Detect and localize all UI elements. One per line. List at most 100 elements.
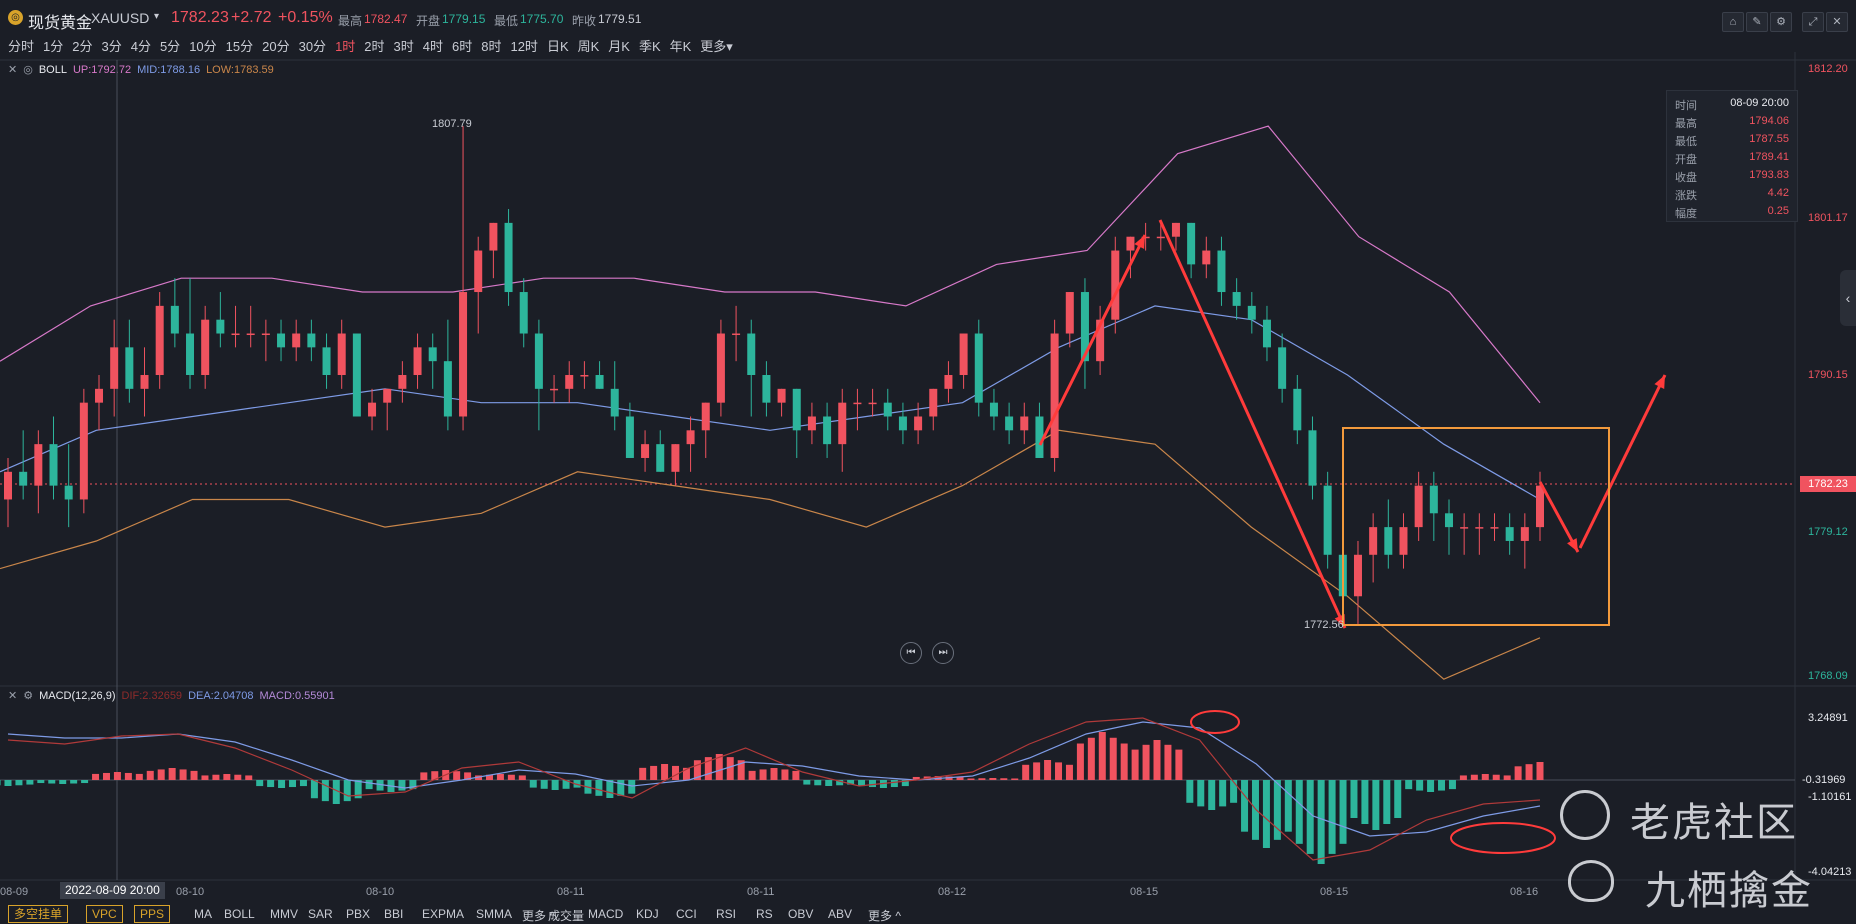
macd-bar bbox=[365, 780, 373, 790]
stat-value-high: 1782.47 bbox=[364, 12, 408, 26]
sub-indicator-tab[interactable]: RSI bbox=[716, 907, 737, 921]
main-indicator-tab[interactable]: MMV bbox=[270, 907, 298, 921]
info-key: 涨跌 bbox=[1675, 190, 1697, 202]
info-row: 收盘 1793.83 bbox=[1675, 169, 1789, 185]
sub-indicator-tab[interactable]: RS bbox=[756, 907, 773, 921]
candle-info-box: 时间 08-09 20:00 最高 1794.06 最低 1787.55 开盘 1789.41… bbox=[1666, 90, 1798, 222]
stat-label-high: 最高 bbox=[338, 14, 363, 28]
candle-body bbox=[823, 416, 832, 445]
candle-body bbox=[1217, 250, 1226, 293]
skip-forward-icon[interactable]: ⏭ bbox=[932, 642, 954, 664]
sub-indicator-tab[interactable]: CCI bbox=[676, 907, 697, 921]
timeframe-tab[interactable]: 2分 bbox=[72, 39, 93, 54]
macd-bar bbox=[1350, 780, 1358, 818]
boll-name: BOLL bbox=[38, 63, 67, 76]
settings-icon[interactable]: ⚙ bbox=[1770, 12, 1792, 32]
timeframe-tab[interactable]: 5分 bbox=[159, 39, 181, 54]
candle-body bbox=[1475, 527, 1484, 529]
fullscreen-icon[interactable]: ⤢ bbox=[1802, 12, 1824, 32]
candle-body bbox=[686, 430, 695, 445]
chart-type-icon[interactable]: ⌂ bbox=[1722, 12, 1744, 32]
timeframe-tab[interactable]: 月K bbox=[608, 39, 630, 54]
main-indicator-tab[interactable]: BOLL bbox=[224, 907, 255, 921]
sub-indicator-tab[interactable]: KDJ bbox=[636, 907, 659, 921]
close-icon[interactable]: ✕ bbox=[8, 64, 18, 76]
bottom-tag[interactable]: 多空挂单 bbox=[8, 905, 69, 923]
macd-bar bbox=[628, 780, 636, 794]
macd-bar bbox=[1022, 764, 1030, 780]
macd-bar bbox=[1328, 780, 1336, 854]
candle-body bbox=[1353, 554, 1362, 597]
close-icon[interactable]: ✕ bbox=[8, 690, 18, 702]
timeframe-tab[interactable]: 10分 bbox=[189, 39, 217, 54]
timeframe-tab[interactable]: 20分 bbox=[262, 39, 290, 54]
draw-icon[interactable]: ✎ bbox=[1746, 12, 1768, 32]
chevron-down-icon[interactable]: ▾ bbox=[154, 11, 160, 22]
timeframe-tab[interactable]: 3分 bbox=[101, 39, 122, 54]
timeframe-tab[interactable]: 30分 bbox=[298, 39, 327, 54]
main-indicator-tab[interactable]: SAR bbox=[308, 907, 333, 921]
timeframe-tab[interactable]: 12时 bbox=[510, 39, 538, 54]
bottom-tag[interactable]: VPC bbox=[86, 905, 123, 923]
timeframe-tab[interactable]: 2时 bbox=[364, 39, 385, 54]
main-indicator-tab[interactable]: EXPMA bbox=[422, 907, 465, 921]
timeframe-tab[interactable]: 日K bbox=[546, 39, 569, 54]
bottom-tag[interactable]: PPS bbox=[134, 905, 171, 923]
macd-bar bbox=[1076, 743, 1084, 780]
timeframe-tab[interactable]: 8时 bbox=[481, 39, 502, 54]
date-label: 08-10 bbox=[366, 886, 395, 898]
timeframe-tab[interactable]: 更多▾ bbox=[700, 39, 733, 54]
macd-bar bbox=[737, 760, 745, 780]
sub-indicator-tab[interactable]: MACD bbox=[588, 907, 624, 921]
candle-body bbox=[747, 333, 756, 376]
skip-back-icon[interactable]: ⏮ bbox=[900, 642, 922, 664]
sub-indicator-tab[interactable]: ABV bbox=[828, 907, 853, 921]
macd-bar bbox=[37, 780, 45, 784]
chevron-left-icon[interactable]: ‹ bbox=[1840, 270, 1856, 326]
candle-body bbox=[1308, 430, 1317, 486]
timeframe-tab[interactable]: 4时 bbox=[422, 39, 443, 54]
timeframe-tab[interactable]: 15分 bbox=[225, 39, 254, 54]
macd-bar bbox=[715, 754, 723, 780]
gear-icon[interactable]: ⚙ bbox=[23, 690, 34, 702]
candle-body bbox=[762, 375, 771, 403]
trend-arrow bbox=[1578, 374, 1667, 549]
sub-indicator-tab[interactable]: 更多 ^ bbox=[868, 909, 901, 923]
timeframe-tab[interactable]: 周K bbox=[577, 39, 600, 54]
stat-label-open: 开盘 bbox=[416, 14, 441, 28]
sub-indicator-tab[interactable]: OBV bbox=[788, 907, 814, 921]
timeframe-tab[interactable]: 季K bbox=[638, 39, 661, 54]
timeframe-tab[interactable]: 年K bbox=[669, 39, 692, 54]
timeframe-tab[interactable]: 分时 bbox=[8, 39, 35, 54]
macd-bar bbox=[332, 780, 340, 804]
macd-bar bbox=[1142, 744, 1150, 780]
macd-bar bbox=[901, 780, 909, 787]
macd-bar bbox=[1087, 737, 1095, 780]
macd-bar bbox=[540, 780, 548, 789]
symbol-code[interactable]: XAUUSD bbox=[91, 10, 150, 26]
info-value: 4.42 bbox=[1767, 187, 1789, 199]
timeframe-tab[interactable]: 4分 bbox=[130, 39, 151, 54]
main-indicator-tab[interactable]: 更多 ^ bbox=[522, 909, 555, 923]
candle-body bbox=[155, 305, 164, 376]
sub-indicator-tab[interactable]: 成交量 bbox=[548, 909, 585, 923]
main-indicator-tab[interactable]: MA bbox=[194, 907, 212, 921]
candle-body bbox=[352, 333, 361, 417]
timeframe-tab[interactable]: 6时 bbox=[452, 39, 473, 54]
timeframe-tab[interactable]: 1时 bbox=[335, 39, 356, 54]
close-icon[interactable]: ✕ bbox=[1826, 12, 1848, 32]
price-axis-label: 1768.09 bbox=[1808, 670, 1848, 682]
main-indicator-tab[interactable]: PBX bbox=[346, 907, 371, 921]
last-price: 1782.23 bbox=[171, 9, 229, 26]
timeframe-tab[interactable]: 3时 bbox=[393, 39, 414, 54]
macd-axis-label: 3.24891 bbox=[1808, 712, 1848, 724]
eye-icon[interactable]: ◎ bbox=[23, 64, 33, 76]
candle-body bbox=[1065, 292, 1074, 334]
timeframe-tab[interactable]: 1分 bbox=[43, 39, 64, 54]
macd-bar bbox=[847, 780, 855, 785]
boll-lines bbox=[0, 125, 1541, 680]
symbol-name[interactable]: 现货黄金 bbox=[28, 15, 93, 32]
main-indicator-tab[interactable]: BBI bbox=[384, 907, 404, 921]
main-indicator-tab[interactable]: SMMA bbox=[476, 907, 512, 921]
